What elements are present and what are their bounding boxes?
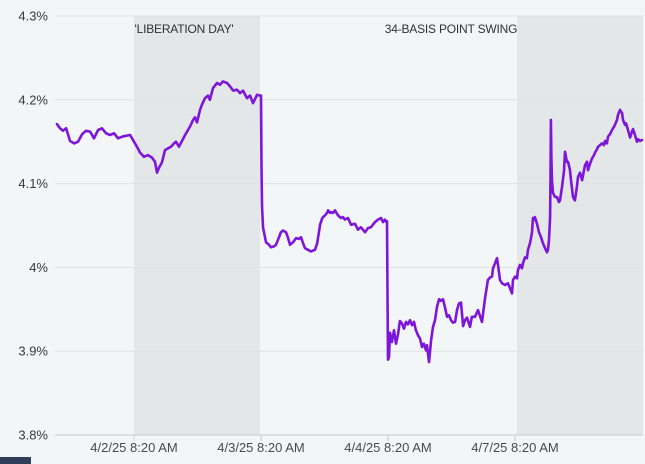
y-tick-label: 4.2% xyxy=(18,92,48,107)
x-tick-label: 4/7/25 8:20 AM xyxy=(471,440,558,455)
x-tick-label: 4/2/25 8:20 AM xyxy=(90,440,177,455)
y-tick-label: 3.8% xyxy=(18,428,48,443)
y-tick-label: 4.1% xyxy=(18,176,48,191)
shaded-band xyxy=(134,16,260,435)
y-tick-label: 3.9% xyxy=(18,344,48,359)
y-tick-label: 4.3% xyxy=(18,9,48,24)
annotation-label: 34-BASIS POINT SWING xyxy=(385,22,517,36)
y-tick-label: 4% xyxy=(29,260,48,275)
x-tick-label: 4/4/25 8:20 AM xyxy=(344,440,431,455)
yield-line xyxy=(55,80,644,364)
x-tick-label: 4/3/25 8:20 AM xyxy=(217,440,304,455)
shaded-band xyxy=(517,16,643,435)
bottom-progress-bar xyxy=(0,457,31,464)
annotation-label: 'LIBERATION DAY' xyxy=(135,22,234,36)
